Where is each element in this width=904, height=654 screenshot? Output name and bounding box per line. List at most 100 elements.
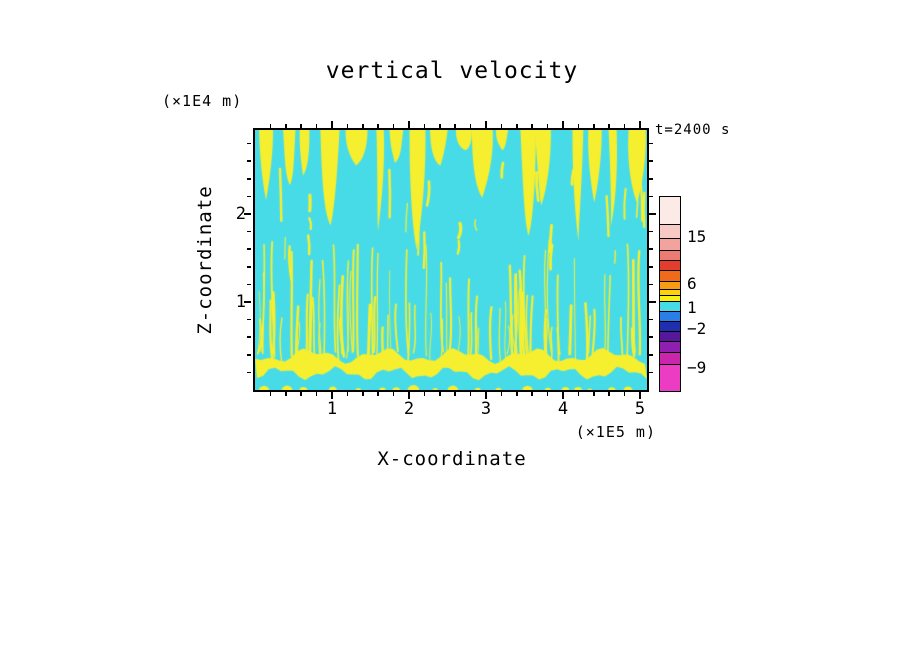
tick-mark	[377, 124, 379, 128]
colorbar-segment	[660, 281, 680, 289]
chart-title: vertical velocity	[325, 58, 579, 84]
tick-mark	[377, 392, 379, 396]
tick-mark	[244, 301, 251, 303]
tick-mark	[269, 392, 272, 396]
tick-mark	[531, 392, 533, 396]
tick-mark	[469, 392, 472, 396]
tick-mark	[562, 121, 564, 128]
colorbar-segment	[660, 250, 680, 260]
tick-mark	[408, 392, 410, 399]
tick-mark	[608, 392, 610, 396]
tick-mark	[285, 124, 287, 128]
colorbar-segment	[660, 289, 680, 295]
tick-mark	[649, 178, 653, 180]
tick-mark	[649, 142, 653, 145]
tick-mark	[392, 124, 395, 128]
y-axis-unit: (×1E4 m)	[162, 92, 243, 110]
tick-mark	[500, 392, 503, 396]
colorbar-label: 6	[687, 274, 697, 293]
x-axis-label: X-coordinate	[377, 448, 527, 470]
tick-mark	[247, 354, 251, 356]
tick-mark	[300, 124, 302, 128]
tick-mark	[516, 392, 518, 396]
tick-mark	[392, 392, 395, 396]
tick-mark	[439, 124, 441, 128]
colorbar-segment	[660, 321, 680, 331]
tick-mark	[247, 371, 251, 374]
colorbar-segment	[660, 311, 680, 321]
colorbar-segment	[660, 270, 680, 281]
y-tick-label-1: 1	[235, 292, 246, 312]
tick-mark	[649, 283, 653, 286]
tick-mark	[649, 318, 653, 321]
tick-mark	[247, 266, 251, 268]
tick-mark	[346, 392, 349, 396]
tick-mark	[485, 121, 487, 128]
tick-mark	[454, 392, 456, 396]
tick-mark	[593, 124, 595, 128]
y-tick-label-2: 2	[235, 204, 246, 224]
x-axis-unit: (×1E5 m)	[575, 423, 656, 441]
tick-mark	[623, 392, 626, 396]
tick-mark	[649, 371, 653, 374]
tick-mark	[315, 392, 318, 396]
colorbar-segment	[660, 295, 680, 301]
tick-mark	[546, 392, 549, 396]
tick-mark	[423, 392, 426, 396]
tick-mark	[247, 248, 251, 250]
y-axis-label: Z-coordinate	[194, 185, 216, 335]
tick-mark	[331, 121, 333, 128]
tick-mark	[244, 213, 251, 215]
colorbar-segment	[660, 224, 680, 238]
tick-mark	[649, 195, 653, 198]
tick-mark	[485, 392, 487, 399]
plot-area	[253, 128, 649, 392]
tick-mark	[500, 124, 503, 128]
colorbar-segment	[660, 364, 680, 391]
colorbar	[659, 196, 681, 392]
tick-mark	[577, 124, 580, 128]
tick-mark	[247, 336, 251, 338]
tick-mark	[649, 248, 653, 250]
timestamp: t=2400 s	[655, 122, 731, 138]
tick-mark	[639, 121, 641, 128]
x-tick-label-3: 3	[480, 399, 492, 419]
tick-mark	[593, 392, 595, 396]
colorbar-segment	[660, 352, 680, 364]
x-tick-label-5: 5	[634, 399, 646, 419]
tick-mark	[649, 336, 653, 338]
tick-mark	[423, 124, 426, 128]
tick-mark	[649, 230, 653, 233]
colorbar-segment	[660, 260, 680, 270]
x-tick-label-4: 4	[557, 399, 569, 419]
field-canvas	[255, 130, 647, 390]
tick-mark	[623, 124, 626, 128]
tick-mark	[346, 124, 349, 128]
tick-mark	[649, 354, 653, 356]
colorbar-segment	[660, 301, 680, 311]
tick-mark	[546, 124, 549, 128]
colorbar-segment	[660, 341, 680, 352]
tick-mark	[649, 160, 653, 162]
tick-mark	[577, 392, 580, 396]
tick-mark	[247, 195, 251, 198]
tick-mark	[531, 124, 533, 128]
tick-mark	[649, 301, 656, 303]
tick-mark	[247, 160, 251, 162]
tick-mark	[362, 124, 364, 128]
tick-mark	[315, 124, 318, 128]
colorbar-label: −2	[687, 319, 707, 338]
tick-mark	[247, 142, 251, 145]
tick-mark	[331, 392, 333, 399]
colorbar-segment	[660, 238, 680, 250]
tick-mark	[247, 318, 251, 321]
x-tick-label-2: 2	[403, 399, 415, 419]
tick-mark	[516, 124, 518, 128]
colorbar-label: 1	[687, 298, 697, 317]
tick-mark	[649, 266, 653, 268]
tick-mark	[247, 230, 251, 233]
tick-mark	[300, 392, 302, 396]
colorbar-segment	[660, 197, 680, 224]
colorbar-label: 15	[687, 227, 707, 246]
